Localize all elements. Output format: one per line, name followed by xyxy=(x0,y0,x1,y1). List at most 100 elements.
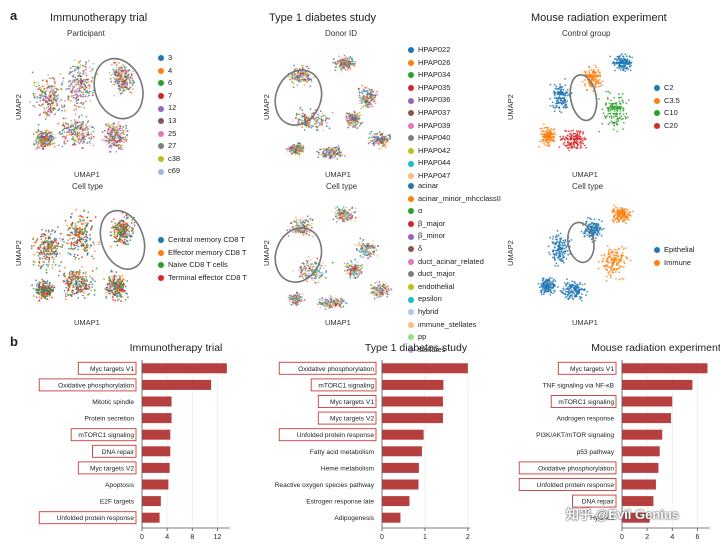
umap-point xyxy=(123,236,126,239)
umap-point xyxy=(118,66,120,69)
umap-point xyxy=(65,127,68,130)
umap-point xyxy=(289,78,291,81)
umap-point xyxy=(300,145,303,147)
umap-point xyxy=(364,246,366,249)
umap-point xyxy=(113,83,116,86)
umap-point xyxy=(79,276,82,279)
umap-point xyxy=(121,144,124,147)
umap-point xyxy=(297,120,300,123)
umap-point xyxy=(291,152,294,155)
umap-point xyxy=(345,112,348,115)
umap-point xyxy=(373,94,375,97)
umap-point xyxy=(78,276,81,279)
umap-point xyxy=(35,139,38,142)
umap-point xyxy=(88,87,91,90)
umap-point xyxy=(84,68,87,71)
umap-ylabel-3a: UMAP2 xyxy=(506,94,515,120)
umap-point xyxy=(76,87,79,90)
umap-point xyxy=(83,106,85,109)
umap-point xyxy=(52,247,54,250)
umap-point xyxy=(106,284,109,286)
umap-point xyxy=(88,140,91,143)
umap-point xyxy=(120,289,123,292)
umap-point xyxy=(302,220,304,222)
umap-point xyxy=(375,140,377,142)
umap-point xyxy=(333,302,336,305)
umap-point xyxy=(87,211,90,214)
umap-point xyxy=(361,121,364,124)
umap-point xyxy=(117,286,120,289)
umap-point xyxy=(66,291,69,293)
umap-point xyxy=(68,247,70,250)
umap-point xyxy=(34,92,37,95)
umap-point xyxy=(348,112,351,115)
umap-point xyxy=(67,99,70,102)
umap-point xyxy=(41,142,43,144)
umap-point xyxy=(61,109,63,112)
umap-point xyxy=(371,97,374,100)
umap-point xyxy=(343,213,346,216)
umap-point xyxy=(74,233,77,236)
umap-point xyxy=(121,72,124,75)
umap-point xyxy=(378,291,381,294)
umap-point xyxy=(325,300,327,302)
umap-point xyxy=(114,240,117,243)
umap-point xyxy=(64,266,66,269)
umap-point xyxy=(378,144,381,147)
umap-xlabel-1b: UMAP1 xyxy=(74,318,100,327)
umap-point xyxy=(78,280,81,283)
umap-ylabel-2a: UMAP2 xyxy=(262,94,271,120)
umap-point xyxy=(314,281,317,284)
umap-point xyxy=(84,248,86,251)
umap-point xyxy=(89,66,91,69)
umap-point xyxy=(351,63,353,66)
umap-point xyxy=(37,141,39,144)
umap-point xyxy=(129,91,131,93)
umap-point xyxy=(303,299,306,302)
umap-point xyxy=(73,69,76,72)
umap-point xyxy=(322,301,325,304)
umap-point xyxy=(377,285,380,287)
umap-point xyxy=(291,270,294,272)
umap-point xyxy=(54,239,57,242)
umap-point xyxy=(316,303,319,306)
umap-point xyxy=(85,222,87,224)
umap-point xyxy=(124,74,127,77)
umap-point xyxy=(85,283,88,285)
umap-point xyxy=(321,122,323,125)
umap-point xyxy=(75,136,78,139)
umap-point xyxy=(112,298,115,301)
umap-point xyxy=(111,286,113,288)
umap-point xyxy=(69,234,71,237)
umap-point xyxy=(361,92,364,95)
umap-point xyxy=(45,250,48,253)
umap-point xyxy=(77,245,80,248)
umap-point xyxy=(334,69,337,72)
umap-point xyxy=(296,228,299,231)
umap-point xyxy=(125,88,127,91)
umap-point xyxy=(70,278,72,281)
umap-point xyxy=(126,233,129,235)
umap-point xyxy=(320,120,323,123)
umap-point xyxy=(118,68,120,70)
umap-point xyxy=(49,244,51,247)
umap-point xyxy=(51,253,54,256)
umap-point xyxy=(48,288,51,291)
umap-point xyxy=(30,247,33,250)
umap-point xyxy=(88,85,91,88)
umap-point xyxy=(50,230,53,233)
umap-point xyxy=(52,138,55,140)
umap-point xyxy=(300,78,303,81)
umap-point xyxy=(120,92,123,95)
umap-point xyxy=(354,220,356,222)
umap-point xyxy=(128,77,130,80)
umap-point xyxy=(302,263,305,265)
umap-point xyxy=(119,225,121,228)
umap-point xyxy=(380,135,383,137)
umap-point xyxy=(122,125,125,128)
umap-point xyxy=(81,243,83,246)
umap-point xyxy=(116,74,119,77)
umap-point xyxy=(91,283,94,286)
umap-point xyxy=(109,125,111,127)
umap-point xyxy=(65,286,68,289)
